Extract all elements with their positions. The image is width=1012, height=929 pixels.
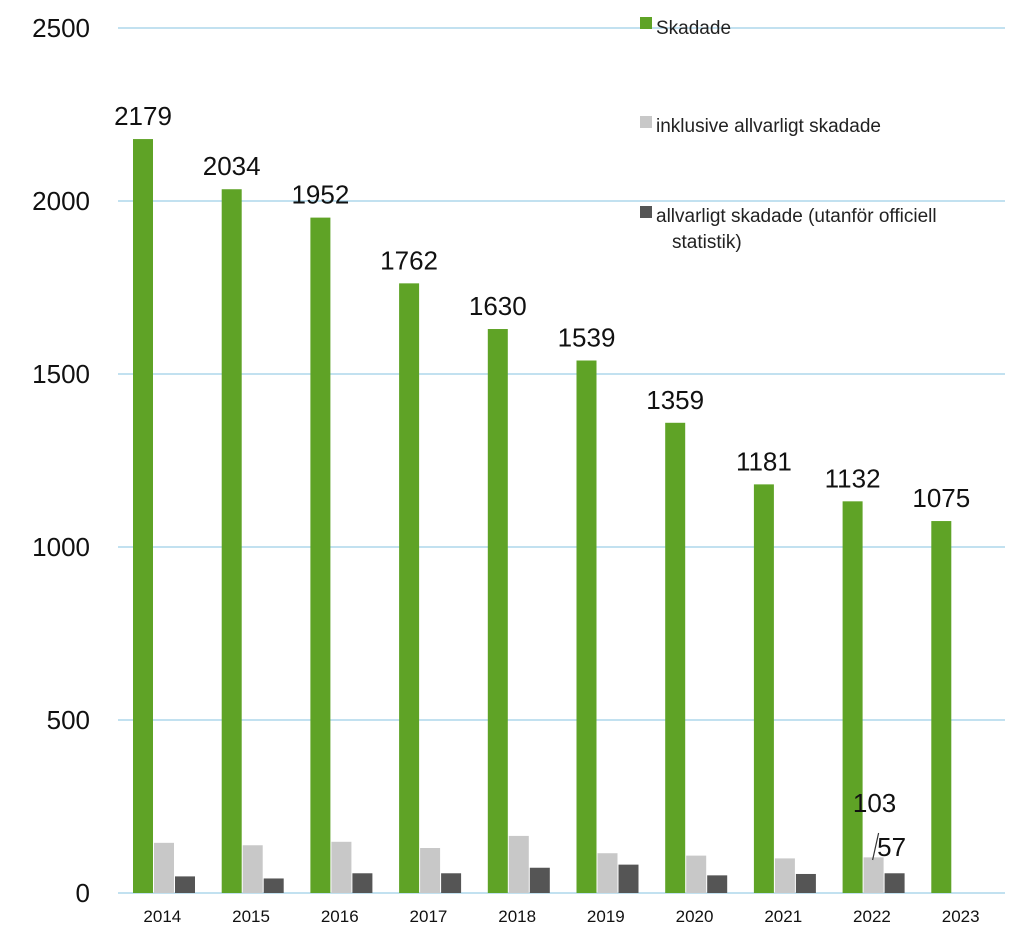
bar-inklusive-allvarligt-2021 xyxy=(774,858,795,893)
data-label: 1132 xyxy=(825,463,881,493)
legend-swatch xyxy=(640,206,652,218)
legend-label: Skadade xyxy=(656,18,731,39)
legend-item-1: Skadade xyxy=(640,17,731,39)
data-label: 1539 xyxy=(558,323,616,353)
x-tick-label: 2022 xyxy=(853,907,891,926)
x-tick-label: 2014 xyxy=(143,907,181,926)
x-tick-label: 2017 xyxy=(410,907,448,926)
bar-skadade-2022 xyxy=(842,501,863,893)
data-label: 1762 xyxy=(380,245,438,275)
bar-skadade-2014 xyxy=(133,139,153,894)
bar-skadade-2016 xyxy=(310,217,331,893)
data-label: 1075 xyxy=(912,483,970,513)
x-tick-label: 2016 xyxy=(321,907,359,926)
bar-skadade-2018 xyxy=(487,329,508,893)
y-tick-label: 1000 xyxy=(32,532,90,562)
bar-allvarligt-utanfor-2014 xyxy=(175,876,195,893)
x-tick-label: 2015 xyxy=(232,907,270,926)
bars xyxy=(133,139,952,894)
data-label-leader-line xyxy=(872,832,880,861)
legend-swatch xyxy=(640,17,652,29)
bar-skadade-2019 xyxy=(576,360,597,894)
bar-inklusive-allvarligt-2017 xyxy=(420,848,441,893)
x-axis-ticks: 2014 2015 2016 2017 2018 2019 2020 2021 2022 2023 xyxy=(143,907,979,926)
x-tick-label: 2018 xyxy=(498,907,536,926)
bar-inklusive-allvarligt-2016 xyxy=(331,841,352,893)
data-label: 1630 xyxy=(469,291,527,321)
x-tick-label: 2019 xyxy=(587,907,625,926)
bar-allvarligt-utanfor-2016 xyxy=(352,873,373,893)
legend-label: inklusive allvarligt skadade xyxy=(656,116,881,137)
bar-allvarligt-utanfor-2015 xyxy=(263,878,284,893)
bar-allvarligt-utanfor-2019 xyxy=(618,864,639,893)
bar-skadade-2023 xyxy=(931,521,952,893)
data-label: 1952 xyxy=(291,180,349,210)
bar-allvarligt-utanfor-2018 xyxy=(529,867,550,893)
bar-skadade-2017 xyxy=(399,283,420,893)
bar-allvarligt-utanfor-2020 xyxy=(707,875,728,893)
bar-inklusive-allvarligt-2018 xyxy=(508,835,529,893)
bar-inklusive-allvarligt-2020 xyxy=(686,855,707,893)
legend-label: allvarligt skadade (utanför officiell xyxy=(656,206,937,227)
legend-swatch xyxy=(640,116,652,128)
bar-inklusive-allvarligt-2019 xyxy=(597,853,618,893)
data-label: 57 xyxy=(877,832,906,862)
data-label: 103 xyxy=(853,788,896,818)
y-tick-label: 500 xyxy=(47,705,90,735)
bar-inklusive-allvarligt-2022 xyxy=(863,857,884,893)
data-label: 1359 xyxy=(646,385,704,415)
bar-skadade-2015 xyxy=(221,189,242,894)
y-tick-label: 2000 xyxy=(32,186,90,216)
bar-skadade-2020 xyxy=(665,422,686,893)
bar-allvarligt-utanfor-2017 xyxy=(441,873,462,893)
bar-inklusive-allvarligt-2015 xyxy=(242,845,263,893)
bar-skadade-2021 xyxy=(753,484,774,893)
bar-inklusive-allvarligt-2014 xyxy=(154,842,174,893)
data-label: 2179 xyxy=(114,101,172,131)
x-tick-label: 2021 xyxy=(764,907,802,926)
y-axis-ticks: 0 500 1000 1500 2000 2500 xyxy=(32,13,90,908)
legend-item-2: inklusive allvarligt skadade xyxy=(640,116,881,137)
data-label: 1181 xyxy=(736,446,792,476)
y-tick-label: 1500 xyxy=(32,359,90,389)
y-tick-label: 2500 xyxy=(32,13,90,43)
legend-item-3: allvarligt skadade (utanför officiell sta… xyxy=(640,206,937,253)
data-labels: 2179 2034 1952 1762 1630 1539 1359 1181 1132 1075… xyxy=(114,101,970,862)
y-tick-label: 0 xyxy=(76,878,90,908)
legend-label: statistik) xyxy=(672,232,742,253)
x-tick-label: 2020 xyxy=(676,907,714,926)
x-tick-label: 2023 xyxy=(942,907,980,926)
bar-allvarligt-utanfor-2022 xyxy=(884,873,905,893)
legend: Skadade inklusive allvarligt skadade allva… xyxy=(640,17,937,253)
bar-allvarligt-utanfor-2021 xyxy=(795,873,816,893)
data-label: 2034 xyxy=(203,151,261,181)
